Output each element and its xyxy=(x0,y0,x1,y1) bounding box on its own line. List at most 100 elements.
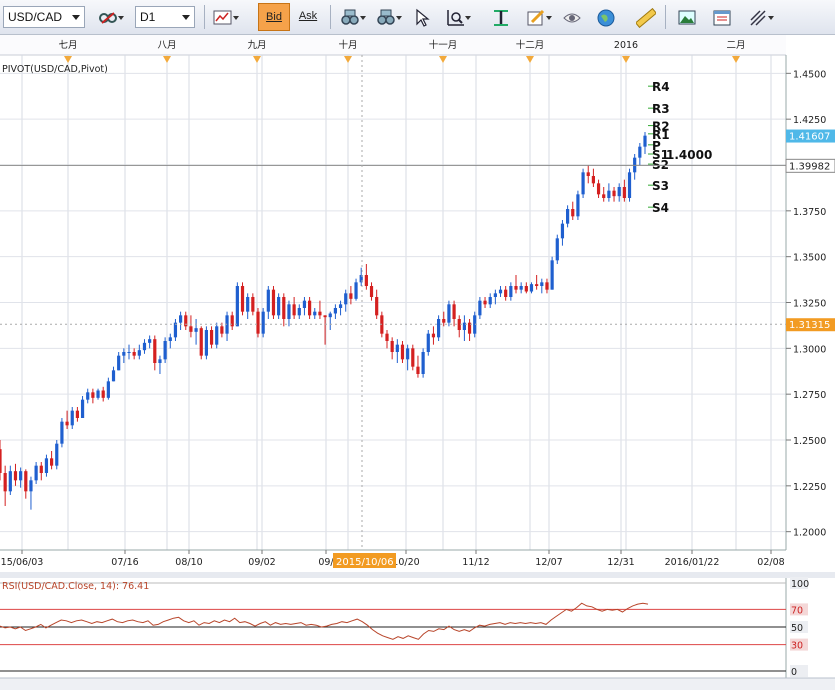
candle-body xyxy=(39,465,43,473)
candle-body xyxy=(194,328,198,332)
candle-body xyxy=(91,392,95,398)
candle-body xyxy=(338,304,343,308)
candle-body xyxy=(560,223,565,239)
candle-body xyxy=(421,352,425,374)
globe-button[interactable] xyxy=(593,5,619,30)
price-chart[interactable]: 七月 八月 九月 十月 十一月 十二月 2016 二月 PIVOT(USD/CAD,Pivot… xyxy=(0,35,835,690)
chart-type-button[interactable] xyxy=(210,5,239,30)
month-marker xyxy=(344,56,352,63)
draw-lines-button[interactable] xyxy=(745,5,774,30)
date-label: 09/02 xyxy=(248,557,275,568)
candle-body xyxy=(483,300,487,305)
candle-body xyxy=(437,319,441,338)
price-tick-label: 1.3750 xyxy=(793,207,826,218)
screenshot-button[interactable] xyxy=(674,5,700,30)
text-tool-button[interactable] xyxy=(488,5,514,30)
timeframe-value: D1 xyxy=(140,10,156,24)
candle-body xyxy=(29,480,33,492)
symbol-value: USD/CAD xyxy=(8,10,63,24)
candle-body xyxy=(220,326,224,334)
window-icon xyxy=(713,10,731,26)
zoom-icon xyxy=(447,10,464,26)
pivot-label-r1: R1 xyxy=(652,128,670,142)
candle-body xyxy=(246,297,250,312)
visibility-button[interactable] xyxy=(559,5,585,30)
zoom-in-button[interactable] xyxy=(337,5,366,30)
crosshair-button[interactable] xyxy=(442,5,471,30)
candle-body xyxy=(215,326,219,345)
zoom-out-button[interactable] xyxy=(373,5,402,30)
candle-body xyxy=(349,293,353,299)
bid-label: Bid xyxy=(266,11,282,23)
month-header xyxy=(0,35,786,55)
candle-body xyxy=(313,311,317,316)
candle-body xyxy=(101,390,105,398)
edit-button[interactable] xyxy=(523,5,552,30)
text-tool-icon xyxy=(494,10,508,26)
ruler-button[interactable] xyxy=(633,5,659,30)
cursor-button[interactable] xyxy=(409,5,435,30)
candle-body xyxy=(8,471,12,492)
candle-body xyxy=(251,297,255,312)
month-label: 九月 xyxy=(247,39,266,51)
candle-body xyxy=(627,172,632,198)
candle-body xyxy=(189,326,193,332)
candle-body xyxy=(24,471,28,492)
candle-body xyxy=(622,187,626,198)
month-label: 2016 xyxy=(614,40,638,51)
pivot-label-s3: S3 xyxy=(652,179,669,193)
symbol-select[interactable]: USD/CAD xyxy=(3,6,85,28)
price-tick-label: 1.2000 xyxy=(793,528,826,539)
rsi-tick-label: 30 xyxy=(791,641,803,652)
price-tick-label: 1.4250 xyxy=(793,115,826,126)
candle-body xyxy=(390,341,394,352)
candle-body xyxy=(395,344,399,352)
rsi-indicator: 100 70 50 30 0 xyxy=(0,577,809,678)
candle-body xyxy=(199,328,203,356)
candle-body xyxy=(96,390,100,398)
edit-icon xyxy=(527,9,545,26)
month-marker xyxy=(64,56,72,63)
candle-body xyxy=(158,359,162,363)
timeframe-select[interactable]: D1 xyxy=(135,6,195,28)
candle-body xyxy=(179,315,183,323)
bid-button[interactable]: Bid xyxy=(258,3,290,31)
date-label: 2016/01/22 xyxy=(665,557,720,568)
date-axis[interactable] xyxy=(0,550,835,570)
candle-body xyxy=(34,465,38,481)
candle-body xyxy=(581,172,585,195)
panel-splitter[interactable] xyxy=(0,572,835,578)
candle-body xyxy=(308,300,312,316)
candle-body xyxy=(416,366,420,374)
draw-lines-icon xyxy=(750,10,766,26)
rsi-tick-label: 0 xyxy=(791,667,797,678)
candle-body xyxy=(240,286,245,312)
candle-body xyxy=(225,315,229,334)
link-settings-button[interactable] xyxy=(95,5,124,30)
grid xyxy=(0,55,786,550)
candle-body xyxy=(535,284,539,286)
candle-body xyxy=(168,337,172,341)
candle-body xyxy=(540,282,544,286)
price-tick-label: 1.2500 xyxy=(793,436,826,447)
current-price-box xyxy=(786,129,835,143)
cursor-price-box xyxy=(786,318,835,332)
candle-body xyxy=(297,308,301,316)
pivot-label-p: P xyxy=(652,139,661,153)
globe-icon xyxy=(597,9,615,27)
candle-body xyxy=(478,300,482,316)
ruler-icon xyxy=(636,8,656,28)
window-button[interactable] xyxy=(709,5,735,30)
candle-body xyxy=(452,304,456,319)
month-marker xyxy=(732,56,740,63)
binoculars-icon xyxy=(341,9,359,25)
candle-body xyxy=(261,311,265,334)
candle-body xyxy=(411,348,415,367)
candle-body xyxy=(13,471,18,481)
candle-body xyxy=(230,315,234,327)
rsi-panel[interactable] xyxy=(0,578,786,678)
chevron-down-icon xyxy=(546,16,552,20)
candle-body xyxy=(70,410,74,426)
ask-button[interactable]: Ask xyxy=(292,3,324,31)
toolbar-separator xyxy=(665,5,666,29)
